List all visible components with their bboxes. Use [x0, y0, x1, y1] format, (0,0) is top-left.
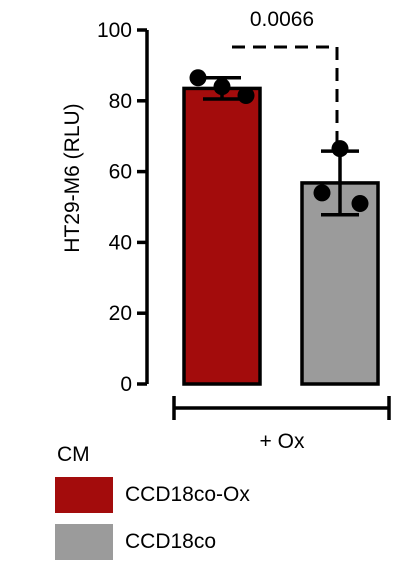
data-point-1-2	[351, 194, 369, 212]
legend-swatch-ccd18co	[55, 524, 113, 560]
data-point-1-0	[331, 140, 349, 158]
group-label: + Ox	[260, 430, 305, 453]
data-point-0-1	[213, 78, 231, 96]
data-point-0-2	[237, 86, 255, 104]
data-point-0-0	[189, 69, 207, 87]
legend-item-ccd18co-ox: CCD18co-Ox	[55, 477, 385, 513]
legend-label-ccd18co: CCD18co	[125, 530, 217, 553]
y-tick-label-2: 40	[109, 231, 132, 254]
y-tick-label-5: 100	[97, 19, 132, 42]
p-value-label: 0.0066	[250, 8, 314, 31]
y-tick-label-4: 80	[109, 90, 132, 113]
bar-0	[182, 86, 262, 386]
legend-swatch-ccd18co-ox	[55, 477, 113, 513]
data-point-1-1	[313, 184, 331, 202]
y-tick-label-3: 60	[109, 161, 132, 184]
legend-label-ccd18co-ox: CCD18co-Ox	[125, 483, 250, 506]
y-axis-label: HT29-M6 (RLU)	[61, 103, 84, 252]
y-tick-label-1: 20	[109, 302, 132, 325]
legend-title: CM	[57, 443, 90, 466]
legend-item-ccd18co: CCD18co	[55, 524, 385, 560]
bar-1	[300, 181, 380, 386]
y-tick-label-0: 0	[120, 373, 132, 396]
